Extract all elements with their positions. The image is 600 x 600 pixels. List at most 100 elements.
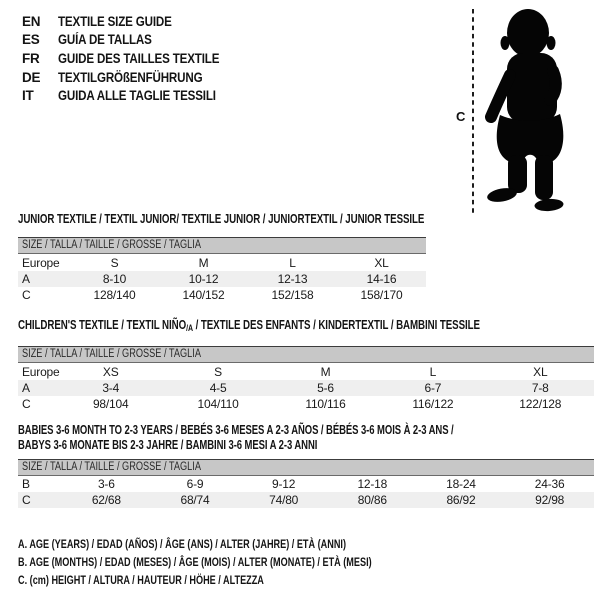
size-col-header: S: [110, 255, 119, 270]
size-col-header: M: [320, 364, 331, 379]
toddler-silhouette-icon: C: [456, 9, 564, 213]
cell: 152/158: [271, 288, 314, 302]
cell: 62/68: [91, 493, 121, 507]
table-row-age: A 8-10 10-12 12-13 14-16: [18, 271, 426, 287]
row-label: C: [22, 397, 31, 411]
height-measure-figure: C: [450, 5, 590, 215]
cell: 9-12: [272, 477, 296, 491]
footnote-c: C. (cm) HEIGHT / ALTURA / HAUTEUR / HÖHE…: [18, 572, 483, 590]
size-col-header: L: [289, 255, 296, 270]
children-size-table: SIZE / TALLA / TAILLE / GRÖSSE / TAGLIA …: [18, 346, 594, 412]
children-section: CHILDREN'S TEXTILE / TEXTIL NIÑO/A / TEX…: [18, 318, 594, 412]
heading-part: / TEXTILE DES ENFANTS / KINDERTEXTIL / B…: [192, 318, 480, 332]
region-label: Europe: [22, 255, 60, 270]
row-label: B: [22, 477, 30, 491]
size-col-header: XS: [102, 364, 119, 379]
size-col-header: XL: [533, 364, 548, 379]
size-col-header: S: [214, 364, 222, 379]
heading-part: BABYS 3-6 MONATE BIS 2-3 JAHRE / BAMBINI…: [18, 438, 318, 452]
lang-row-es: ES GUÍA DE TALLAS: [22, 31, 246, 50]
size-bar-label: SIZE / TALLA / TAILLE / GRÖSSE / TAGLIA: [22, 239, 201, 251]
junior-section: JUNIOR TEXTILE / TEXTIL JUNIOR/ TEXTILE …: [18, 212, 426, 303]
size-col-header: M: [198, 255, 209, 270]
lang-code: ES: [22, 32, 40, 48]
cell: 4-5: [209, 381, 227, 395]
babies-table: B 3-6 6-9 9-12 12-18 18-24 24-36 C 62/68…: [18, 476, 594, 508]
babies-section: BABIES 3-6 MONTH TO 2-3 YEARS / BEBÉS 3-…: [18, 423, 594, 508]
cell: 80/86: [357, 493, 387, 507]
table-row-height: C 98/104 104/110 110/116 116/122 122/128: [18, 396, 594, 412]
region-label: Europe: [22, 364, 60, 379]
cell: 6-9: [186, 477, 204, 491]
row-label: A: [22, 381, 30, 395]
cell: 3-6: [97, 477, 115, 491]
junior-size-table: SIZE / TALLA / TAILLE / GRÖSSE / TAGLIA …: [18, 237, 426, 303]
language-legend: EN TEXTILE SIZE GUIDE ES GUÍA DE TALLAS …: [22, 12, 246, 105]
size-bar-label: SIZE / TALLA / TAILLE / GRÖSSE / TAGLIA: [22, 461, 201, 473]
footnote-text: B. AGE (MONTHS) / EDAD (MESES) / ÂGE (MO…: [18, 554, 372, 569]
cell: 18-24: [446, 477, 476, 491]
lang-row-de: DE TEXTILGRÖßENFÜHRUNG: [22, 68, 246, 87]
table-row-age-months: B 3-6 6-9 9-12 12-18 18-24 24-36: [18, 476, 594, 492]
cell: 8-10: [102, 272, 127, 286]
table-row-age: A 3-4 4-5 5-6 6-7 7-8: [18, 380, 594, 396]
lang-row-fr: FR GUIDE DES TAILLES TEXTILE: [22, 49, 246, 68]
babies-heading-line2: BABYS 3-6 MONATE BIS 2-3 JAHRE / BAMBINI…: [18, 438, 594, 453]
cell: 74/80: [269, 493, 299, 507]
footnote-a: A. AGE (YEARS) / EDAD (AÑOS) / ÂGE (ANS)…: [18, 536, 483, 554]
children-table: Europe XS S M L XL A 3-4 4-5 5-6 6-7 7-8: [18, 363, 594, 412]
footnote-b: B. AGE (MONTHS) / EDAD (MESES) / ÂGE (MO…: [18, 554, 483, 572]
lang-label: GUÍA DE TALLAS: [58, 32, 152, 48]
cell: 7-8: [531, 381, 549, 395]
heading-part: CHILDREN'S TEXTILE / TEXTIL NIÑO: [18, 318, 187, 332]
cell: 12-18: [357, 477, 388, 491]
cell: 68/74: [180, 493, 210, 507]
junior-heading: JUNIOR TEXTILE / TEXTIL JUNIOR/ TEXTILE …: [18, 212, 426, 226]
cell: 128/140: [93, 288, 136, 302]
row-label: C: [22, 288, 31, 302]
junior-table: Europe S M L XL A 8-10 10-12 12-13 14-16: [18, 254, 426, 303]
cell: 158/170: [360, 288, 403, 302]
size-col-header: L: [429, 364, 437, 379]
table-row-height: C 128/140 140/152 152/158 158/170: [18, 287, 426, 303]
cell: 92/98: [535, 493, 565, 507]
babies-size-table: SIZE / TALLA / TAILLE / GRÖSSE / TAGLIA …: [18, 459, 594, 508]
footnote-text: A. AGE (YEARS) / EDAD (AÑOS) / ÂGE (ANS)…: [18, 537, 346, 551]
lang-label: GUIDE DES TAILLES TEXTILE: [58, 50, 220, 66]
junior-size-bar: SIZE / TALLA / TAILLE / GRÖSSE / TAGLIA: [18, 238, 426, 254]
cell: 116/122: [412, 397, 454, 411]
table-header-row: Europe XS S M L XL: [18, 363, 594, 380]
heading-subscript: /A: [186, 323, 193, 333]
babies-size-bar: SIZE / TALLA / TAILLE / GRÖSSE / TAGLIA: [18, 460, 594, 476]
children-heading: CHILDREN'S TEXTILE / TEXTIL NIÑO/A / TEX…: [18, 318, 594, 335]
lang-code: EN: [22, 13, 41, 29]
cell: 14-16: [366, 272, 397, 286]
cell: 3-4: [102, 381, 120, 395]
junior-heading-text: JUNIOR TEXTILE / TEXTIL JUNIOR/ TEXTILE …: [18, 212, 425, 226]
cell: 12-13: [277, 272, 308, 286]
babies-heading-line1: BABIES 3-6 MONTH TO 2-3 YEARS / BEBÉS 3-…: [18, 423, 594, 438]
row-label: A: [22, 272, 30, 286]
heading-part: BABIES 3-6 MONTH TO 2-3 YEARS / BEBÉS 3-…: [18, 423, 454, 437]
cell: 104/110: [197, 397, 239, 411]
lang-label: GUIDA ALLE TAGLIE TESSILI: [58, 88, 216, 104]
cell: 6-7: [424, 381, 442, 395]
cell: 98/104: [92, 397, 129, 411]
size-col-header: XL: [374, 255, 389, 270]
table-row-height: C 62/68 68/74 74/80 80/86 86/92 92/98: [18, 492, 594, 508]
cell: 24-36: [534, 477, 565, 491]
cell: 5-6: [317, 381, 334, 395]
cell: 110/116: [305, 397, 346, 411]
cell: 140/152: [182, 288, 225, 302]
lang-row-it: IT GUIDA ALLE TAGLIE TESSILI: [22, 86, 246, 105]
lang-label: TEXTILGRÖßENFÜHRUNG: [58, 69, 203, 85]
lang-label: TEXTILE SIZE GUIDE: [58, 13, 172, 29]
figure-measure-label: C: [456, 109, 466, 124]
babies-heading: BABIES 3-6 MONTH TO 2-3 YEARS / BEBÉS 3-…: [18, 423, 594, 453]
table-header-row: Europe S M L XL: [18, 254, 426, 271]
footnote-text: C. (cm) HEIGHT / ALTURA / HAUTEUR / HÖHE…: [18, 572, 264, 587]
lang-row-en: EN TEXTILE SIZE GUIDE: [22, 12, 246, 31]
lang-code: FR: [22, 50, 40, 66]
footnotes: A. AGE (YEARS) / EDAD (AÑOS) / ÂGE (ANS)…: [18, 536, 483, 589]
